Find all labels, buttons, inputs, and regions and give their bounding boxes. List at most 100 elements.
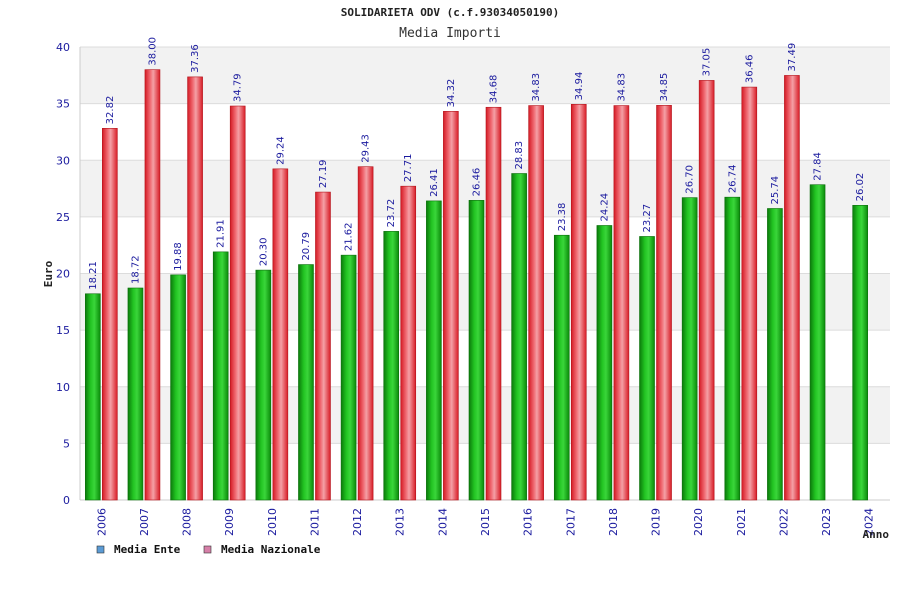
x-tick-label: 2006 [95, 508, 108, 536]
bar-media-nazionale-2020 [698, 80, 715, 501]
bar-media-ente-2011 [298, 264, 314, 501]
bar-media-nazionale-2019 [656, 105, 672, 501]
value-label: 34.79 [233, 73, 244, 102]
value-label: 26.41 [429, 168, 440, 197]
x-tick-label: 2015 [479, 508, 492, 536]
value-label: 21.62 [344, 223, 355, 252]
bar-media-nazionale-2021 [741, 86, 758, 501]
y-axis-label: Euro [42, 260, 55, 287]
x-tick-label: 2010 [266, 508, 279, 536]
value-label: 38.00 [147, 37, 158, 66]
bar-media-ente-2016 [511, 173, 527, 501]
bar-media-ente-2012 [340, 254, 357, 501]
bar-media-ente-2006 [85, 293, 101, 501]
y-tick-label: 0 [63, 494, 70, 507]
value-label: 37.36 [190, 44, 201, 73]
value-label: 32.82 [105, 96, 116, 125]
bar-media-nazionale-2016 [528, 105, 544, 501]
legend: Media Ente Media Nazionale [96, 543, 321, 556]
x-axis-ticks: 2006 2007 2008 2009 2010 2011 2012 2013 2014 2015… [95, 508, 875, 536]
value-label: 26.02 [855, 173, 866, 202]
y-tick-label: 15 [56, 324, 70, 337]
bar-media-nazionale-2017 [570, 104, 587, 501]
bar-media-nazionale-2013 [400, 185, 417, 501]
bar-media-ente-2013 [383, 231, 400, 501]
y-tick-label: 20 [56, 268, 70, 281]
bar-media-ente-2007 [127, 287, 144, 501]
bar-media-ente-2008 [170, 274, 186, 501]
bar-media-nazionale-2009 [229, 105, 246, 501]
value-label: 27.19 [318, 159, 329, 188]
y-tick-label: 10 [56, 381, 70, 394]
value-label: 27.71 [403, 154, 414, 183]
y-axis-ticks: 0 5 10 15 20 25 30 35 40 [56, 41, 70, 507]
value-label: 34.32 [446, 79, 457, 108]
y-tick-label: 25 [56, 211, 70, 224]
value-label: 26.74 [727, 165, 738, 194]
bar-media-nazionale-2014 [443, 111, 459, 501]
value-label: 34.83 [531, 73, 542, 102]
value-label: 25.74 [770, 176, 781, 205]
bar-media-ente-2014 [426, 200, 442, 501]
x-tick-label: 2011 [308, 508, 321, 536]
x-tick-label: 2019 [650, 508, 663, 536]
bar-media-nazionale-2015 [485, 106, 502, 501]
value-label: 26.46 [472, 168, 483, 197]
bar-media-ente-2019 [639, 236, 655, 501]
bar-media-ente-2020 [681, 197, 698, 501]
y-tick-label: 5 [63, 437, 70, 450]
value-label: 29.24 [275, 136, 286, 165]
x-tick-label: 2023 [820, 508, 833, 536]
bar-media-ente-2009 [212, 251, 229, 501]
value-label: 21.91 [216, 219, 227, 248]
value-label: 34.85 [659, 73, 670, 102]
bar-media-ente-2021 [724, 196, 741, 501]
x-tick-label: 2007 [138, 508, 151, 536]
value-label: 23.72 [386, 199, 397, 228]
value-label: 28.83 [514, 141, 525, 170]
x-tick-label: 2018 [607, 508, 620, 536]
y-tick-label: 30 [56, 154, 70, 167]
bar-media-ente-2018 [596, 225, 613, 501]
bar-media-nazionale-2008 [187, 76, 203, 501]
x-tick-label: 2017 [564, 508, 577, 536]
chart-subtitle: Media Importi [399, 26, 501, 41]
y-tick-label: 35 [56, 98, 70, 111]
bar-media-nazionale-2006 [102, 128, 118, 501]
legend-swatch-media-ente [96, 545, 105, 554]
x-axis-label: Anno [863, 528, 890, 541]
value-label: 19.88 [173, 242, 184, 271]
y-tick-label: 40 [56, 41, 70, 54]
bar-media-ente-2024 [852, 205, 868, 501]
x-tick-label: 2013 [394, 508, 407, 536]
x-tick-label: 2021 [735, 508, 748, 536]
bars [85, 69, 868, 501]
value-label: 34.83 [616, 73, 627, 102]
value-label: 26.70 [685, 165, 696, 194]
value-label: 34.68 [489, 75, 500, 104]
value-label: 18.21 [88, 261, 99, 290]
value-label: 37.49 [787, 43, 798, 72]
bar-media-ente-2022 [767, 208, 783, 501]
value-label: 20.30 [258, 237, 269, 266]
value-labels: 18.21 32.82 18.72 38.00 19.88 37.36 21.91 34.79… [88, 37, 866, 290]
legend-swatch-media-nazionale [203, 545, 212, 554]
x-tick-label: 2024 [863, 508, 876, 536]
x-tick-label: 2014 [436, 508, 449, 536]
legend-label-media-nazionale: Media Nazionale [221, 543, 321, 556]
bar-media-ente-2017 [553, 234, 570, 501]
bar-media-ente-2010 [255, 269, 272, 501]
bar-media-ente-2015 [468, 200, 485, 501]
value-label: 23.38 [557, 203, 568, 232]
value-label: 37.05 [702, 48, 713, 77]
value-label: 29.43 [361, 134, 372, 163]
legend-label-media-ente: Media Ente [114, 543, 181, 556]
bar-media-nazionale-2018 [613, 105, 630, 501]
x-tick-label: 2009 [223, 508, 236, 536]
value-label: 27.84 [813, 152, 824, 181]
x-tick-label: 2022 [777, 508, 790, 536]
x-tick-label: 2020 [692, 508, 705, 536]
value-label: 34.94 [574, 72, 585, 101]
